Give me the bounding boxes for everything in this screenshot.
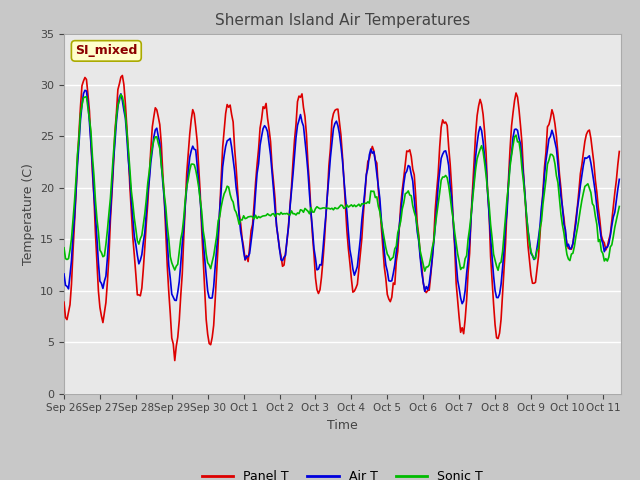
Sonic T [344, 204, 352, 210]
Panel T [171, 358, 179, 363]
Legend: Panel T, Air T, Sonic T: Panel T, Air T, Sonic T [196, 465, 488, 480]
Line: Air T: Air T [64, 90, 620, 304]
Text: SI_mixed: SI_mixed [75, 44, 138, 58]
Title: Sherman Island Air Temperatures: Sherman Island Air Temperatures [215, 13, 470, 28]
Air T [470, 177, 478, 183]
Sonic T [470, 181, 478, 187]
Panel T [470, 160, 478, 166]
Panel T [60, 299, 68, 305]
Sonic T [153, 134, 161, 140]
Air T [344, 229, 352, 235]
Air T [458, 301, 466, 307]
Panel T [250, 202, 258, 207]
Air T [607, 233, 614, 239]
Panel T [118, 72, 126, 78]
Sonic T [607, 244, 614, 250]
Air T [132, 242, 140, 248]
Line: Panel T: Panel T [64, 75, 620, 360]
Air T [249, 227, 257, 232]
Air T [153, 125, 161, 131]
Sonic T [117, 92, 125, 97]
Sonic T [421, 268, 429, 274]
Sonic T [132, 226, 140, 232]
Panel T [346, 260, 354, 266]
Panel T [153, 107, 161, 113]
Sonic T [60, 245, 68, 251]
Panel T [607, 231, 614, 237]
Air T [60, 271, 68, 277]
Line: Sonic T: Sonic T [64, 95, 620, 271]
Panel T [616, 149, 623, 155]
Air T [81, 87, 89, 93]
Sonic T [249, 214, 257, 220]
Air T [616, 177, 623, 182]
X-axis label: Time: Time [327, 419, 358, 432]
Y-axis label: Temperature (C): Temperature (C) [22, 163, 35, 264]
Sonic T [616, 204, 623, 209]
Panel T [132, 272, 140, 277]
